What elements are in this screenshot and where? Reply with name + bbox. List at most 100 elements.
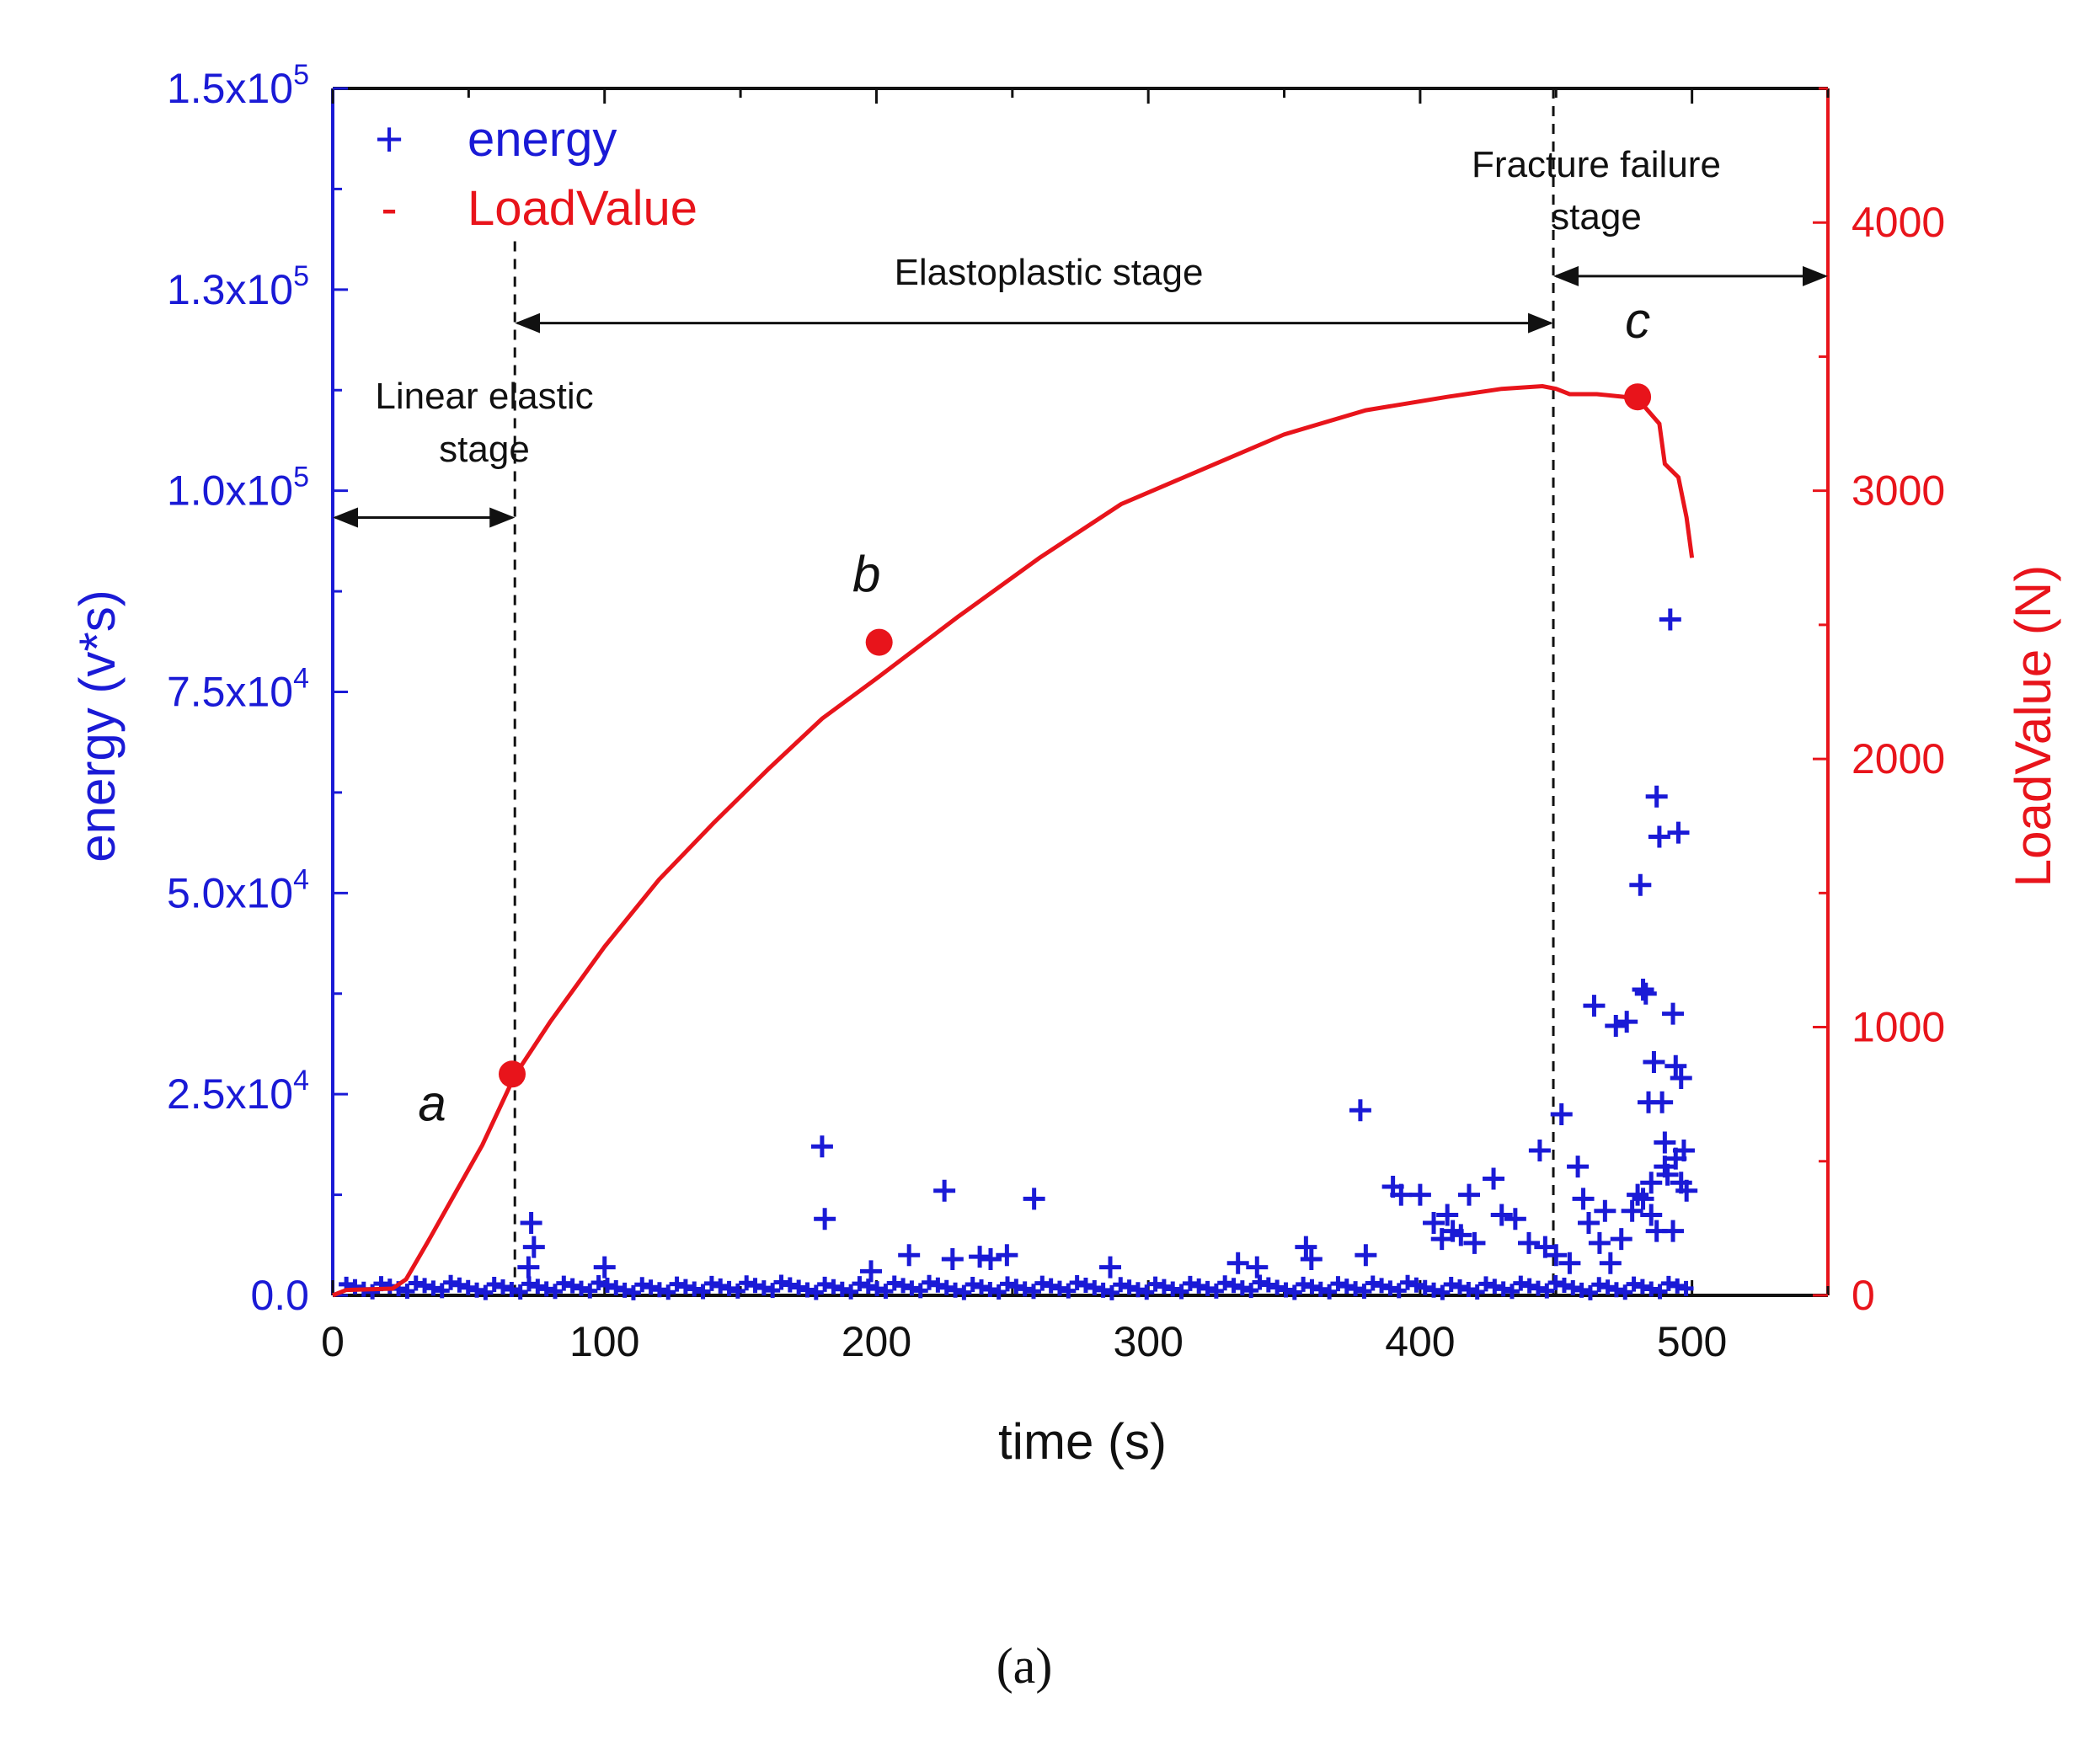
energy-point xyxy=(1077,1277,1093,1293)
energy-point xyxy=(1632,978,1654,1001)
x-axis-title: time (s) xyxy=(998,1413,1167,1470)
x-tick-label: 200 xyxy=(842,1318,911,1365)
energy-point xyxy=(1173,1284,1189,1300)
energy-point xyxy=(1578,1212,1600,1235)
energy-point xyxy=(1626,1276,1642,1292)
energy-point xyxy=(1296,1276,1312,1292)
energy-point xyxy=(1605,1014,1627,1037)
energy-point xyxy=(504,1282,520,1298)
energy-point xyxy=(965,1277,981,1293)
energy-point xyxy=(1322,1284,1338,1300)
energy-point xyxy=(695,1284,711,1300)
energy-point xyxy=(1243,1283,1259,1299)
energy-point xyxy=(1651,1091,1674,1113)
energy-point xyxy=(1556,1277,1572,1293)
energy-point xyxy=(895,1278,911,1294)
loadvalue-line xyxy=(332,383,1695,1298)
energy-point xyxy=(721,1280,737,1296)
energy-point xyxy=(1435,1284,1451,1300)
left-tick-label: 1.5x105 xyxy=(167,59,309,112)
energy-point xyxy=(1610,1228,1632,1251)
energy-point xyxy=(1260,1277,1276,1293)
energy-point xyxy=(1528,1140,1551,1162)
energy-point xyxy=(1423,1212,1445,1235)
energy-point xyxy=(1617,1284,1633,1300)
energy-point xyxy=(1356,1284,1372,1300)
loadvalue-path xyxy=(332,383,1695,1298)
energy-point xyxy=(1545,1244,1568,1267)
energy-point xyxy=(1654,1131,1676,1154)
right-axis-labels: 0 1000 2000 3000 4000 xyxy=(1852,199,1945,1319)
key-point-marker xyxy=(499,1060,526,1088)
energy-point xyxy=(1286,1284,1302,1300)
energy-point xyxy=(573,1280,589,1296)
energy-point xyxy=(756,1280,772,1296)
energy-point xyxy=(1504,1284,1520,1300)
energy-point xyxy=(1662,1002,1685,1025)
energy-point xyxy=(443,1274,459,1290)
energy-point xyxy=(1659,608,1681,631)
energy-point xyxy=(512,1284,528,1300)
energy-point xyxy=(1339,1279,1355,1295)
energy-point xyxy=(408,1275,424,1291)
energy-point xyxy=(1665,1054,1687,1077)
left-tick-label: 1.0x105 xyxy=(167,462,309,515)
x-tick-label: 0 xyxy=(321,1318,345,1365)
energy-point xyxy=(564,1278,580,1294)
energy-point xyxy=(739,1275,755,1291)
right-tick-label: 1000 xyxy=(1852,1004,1945,1051)
energy-point xyxy=(625,1284,641,1300)
energy-point xyxy=(1443,1277,1459,1293)
energy-point xyxy=(898,1244,921,1267)
energy-point xyxy=(703,1275,719,1291)
energy-point xyxy=(1417,1279,1433,1295)
energy-point xyxy=(808,1284,824,1300)
energy-point xyxy=(1113,1277,1129,1293)
energy-point xyxy=(1483,1167,1505,1190)
energy-point xyxy=(425,1280,441,1296)
energy-point xyxy=(1234,1280,1250,1296)
energy-point xyxy=(1670,1172,1692,1194)
energy-point xyxy=(1452,1279,1468,1295)
energy-point xyxy=(469,1282,485,1298)
energy-point xyxy=(1547,1274,1563,1290)
energy-point xyxy=(1200,1280,1216,1296)
energy-point xyxy=(1478,1276,1494,1292)
energy-point xyxy=(1588,1231,1611,1254)
right-tick-label: 2000 xyxy=(1852,735,1945,782)
energy-point xyxy=(1645,1220,1668,1242)
energy-point xyxy=(1312,1281,1328,1297)
energy-point xyxy=(599,1277,615,1293)
energy-point xyxy=(522,1236,545,1258)
energy-point xyxy=(1300,1248,1323,1271)
energy-point xyxy=(729,1283,745,1299)
right-tick-label: 0 xyxy=(1852,1272,1875,1319)
energy-point xyxy=(1530,1280,1546,1296)
legend-symbol: + xyxy=(375,112,403,167)
left-tick-label: 2.5x104 xyxy=(167,1065,309,1118)
energy-point xyxy=(1490,1204,1513,1226)
energy-point xyxy=(996,1244,1018,1267)
energy-point xyxy=(1634,982,1657,1005)
energy-point xyxy=(1463,1231,1486,1254)
energy-point xyxy=(1594,1199,1616,1222)
stage-label: stage xyxy=(1551,196,1642,238)
energy-point xyxy=(834,1281,850,1297)
energy-point xyxy=(1513,1275,1529,1291)
energy-point xyxy=(878,1284,894,1300)
energy-point xyxy=(773,1274,789,1290)
energy-point xyxy=(660,1284,676,1300)
energy-point xyxy=(1678,1280,1694,1296)
energy-point xyxy=(687,1281,703,1297)
energy-point xyxy=(1365,1275,1381,1291)
energy-point xyxy=(1182,1275,1198,1291)
energy-point xyxy=(765,1283,781,1299)
energy-point xyxy=(1469,1284,1485,1300)
energy-point xyxy=(747,1278,763,1294)
energy-point xyxy=(1567,1156,1590,1178)
energy-point xyxy=(417,1278,433,1294)
energy-point xyxy=(1426,1282,1442,1298)
energy-point xyxy=(1629,873,1652,896)
energy-point xyxy=(1017,1281,1033,1297)
